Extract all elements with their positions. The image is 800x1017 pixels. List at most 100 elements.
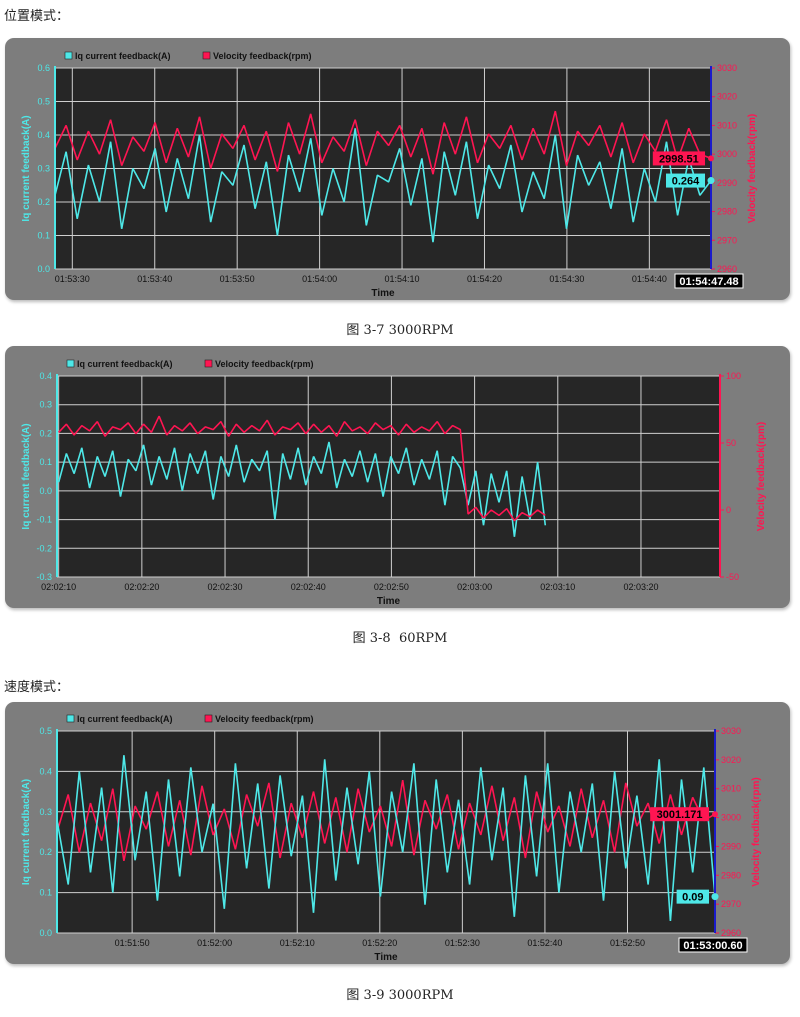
x-axis-title: Time	[374, 952, 398, 963]
y-right-tick-label: 3020	[717, 92, 737, 102]
x-tick-label: 01:52:50	[610, 938, 645, 948]
cursor-time-box	[674, 273, 744, 289]
y-left-tick-label: 0.1	[39, 457, 52, 467]
y-right-tick-label: 2990	[721, 841, 741, 851]
iq-readout-box	[666, 173, 705, 188]
x-axis-title: Time	[377, 596, 401, 607]
y-right-axis-title: Velocity feedback(rpm)	[756, 422, 767, 531]
y-right-tick-label: 3000	[717, 149, 737, 159]
iq-readout: 0.09	[682, 892, 703, 904]
legend-swatch-iq	[66, 359, 75, 368]
y-left-tick-label: 0.2	[39, 428, 52, 438]
velocity-readout: 2998.51	[659, 153, 699, 165]
cursor-time-readout: 01:54:47.48	[679, 276, 738, 288]
y-left-tick-label: 0.6	[37, 63, 50, 73]
y-left-tick-label: 0.0	[39, 486, 52, 496]
y-left-tick-label: 0.5	[37, 97, 50, 107]
y-left-tick-label: 0.1	[39, 888, 52, 898]
chart-3-9: 0.0 0.1 0.2 0.3 0.4 0.5 2960 2970 2980 2990 3000 30…	[21, 714, 762, 963]
velocity-cursor-dot	[708, 155, 714, 162]
y-right-tick-label: 2960	[721, 928, 741, 938]
y-left-tick-label: -0.3	[36, 572, 52, 582]
x-tick-label: 01:52:40	[527, 938, 562, 948]
y-left-tick-label: 0.3	[37, 164, 50, 174]
x-tick-label: 01:53:40	[137, 274, 172, 284]
velocity-cursor-dot	[712, 811, 718, 818]
velocity-series-line	[54, 110, 712, 175]
x-tick-label: 01:54:10	[385, 274, 420, 284]
chart-panel-3-9: 0.0 0.1 0.2 0.3 0.4 0.5 2960 2970 2980 2990 3000 30…	[5, 702, 790, 964]
x-tick-label: 01:52:00	[197, 938, 232, 948]
x-tick-label: 02:03:00	[457, 582, 492, 592]
y-right-tick-label: 3010	[721, 784, 741, 794]
x-tick-label: 01:54:00	[302, 274, 337, 284]
legend-label-velocity: Velocity feedback(rpm)	[213, 51, 312, 61]
iq-cursor-dot	[707, 177, 715, 185]
y-left-tick-label: 0.4	[37, 130, 50, 140]
figure-caption: 图 3-7 3000RPM	[346, 323, 454, 338]
x-tick-label: 02:02:50	[374, 582, 409, 592]
iq-series-line	[56, 755, 716, 921]
x-tick-label: 01:52:30	[445, 938, 480, 948]
y-left-tick-label: 0.3	[39, 807, 52, 817]
x-tick-label: 01:51:50	[115, 938, 150, 948]
y-right-tick-label: 2970	[721, 899, 741, 909]
y-right-tick-label: 3000	[721, 813, 741, 823]
y-left-tick-label: 0.1	[37, 231, 50, 241]
y-right-axis-title: Velocity feedback(rpm)	[751, 777, 762, 886]
legend-label-velocity: Velocity feedback(rpm)	[215, 714, 314, 724]
legend-swatch-iq	[64, 51, 73, 60]
chart-3-7: 0.0 0.1 0.2 0.3 0.4 0.5 0.6 2960 2970 2980 2990 300…	[21, 51, 758, 299]
x-tick-label: 01:54:40	[632, 274, 667, 284]
y-left-axis-title: Iq current feedback(A)	[21, 779, 32, 885]
y-right-axis-title: Velocity feedback(rpm)	[747, 114, 758, 223]
cursor-time-readout: 01:53:00.60	[683, 940, 742, 952]
chart-panel-3-7: 0.0 0.1 0.2 0.3 0.4 0.5 0.6 2960 2970 2980 2990 300…	[5, 38, 790, 300]
y-right-tick-label: 2980	[717, 207, 737, 217]
y-left-tick-label: 0.0	[39, 928, 52, 938]
x-tick-label: 02:03:10	[540, 582, 575, 592]
plot-area	[57, 376, 720, 577]
iq-series-line	[57, 441, 547, 537]
x-tick-label: 02:02:20	[124, 582, 159, 592]
y-right-tick-label: 2990	[717, 178, 737, 188]
legend-swatch-velocity	[204, 359, 213, 368]
y-right-tick-label: 2970	[717, 235, 737, 245]
chart-3-8: -0.3 -0.2 -0.1 0.0 0.1 0.2 0.3 0.4 -50 0 50 100 02:0…	[21, 359, 767, 607]
velocity-series-line	[58, 415, 546, 522]
y-left-tick-label: 0.3	[39, 400, 52, 410]
x-tick-label: 02:03:20	[623, 582, 658, 592]
iq-readout-box	[676, 889, 709, 904]
y-left-axis-title: Iq current feedback(A)	[21, 423, 32, 529]
plot-area	[57, 731, 715, 933]
velocity-readout-box	[650, 807, 709, 822]
y-left-tick-label: 0.2	[37, 197, 50, 207]
velocity-series-line	[56, 779, 716, 862]
y-left-tick-label: 0.2	[39, 847, 52, 857]
legend-label-iq: Iq current feedback(A)	[75, 51, 171, 61]
x-tick-label: 01:54:30	[549, 274, 584, 284]
y-right-tick-label: 100	[726, 371, 741, 381]
legend-label-velocity: Velocity feedback(rpm)	[215, 359, 314, 369]
figure-caption: 图 3-9 3000RPM	[346, 988, 454, 1003]
iq-readout: 0.264	[672, 176, 700, 188]
y-right-tick-label: 2960	[717, 264, 737, 274]
y-left-axis-title: Iq current feedback(A)	[21, 115, 32, 221]
legend-swatch-velocity	[202, 51, 211, 60]
y-right-tick-label: 50	[726, 438, 736, 448]
x-tick-label: 01:53:50	[220, 274, 255, 284]
section-heading-speed-mode: 速度模式：	[4, 680, 70, 695]
legend-swatch-velocity	[204, 714, 213, 723]
iq-series-line	[54, 128, 712, 243]
x-tick-label: 01:52:10	[280, 938, 315, 948]
legend-swatch-iq	[66, 714, 75, 723]
y-right-tick-label: 3030	[721, 726, 741, 736]
y-left-tick-label: -0.1	[36, 515, 52, 525]
x-tick-label: 01:53:30	[55, 274, 90, 284]
x-tick-label: 02:02:40	[291, 582, 326, 592]
cursor-time-box	[678, 937, 748, 953]
y-right-tick-label: -50	[726, 572, 739, 582]
y-right-tick-label: 0	[726, 505, 731, 515]
x-axis-title: Time	[371, 288, 395, 299]
x-tick-label: 02:02:10	[41, 582, 76, 592]
